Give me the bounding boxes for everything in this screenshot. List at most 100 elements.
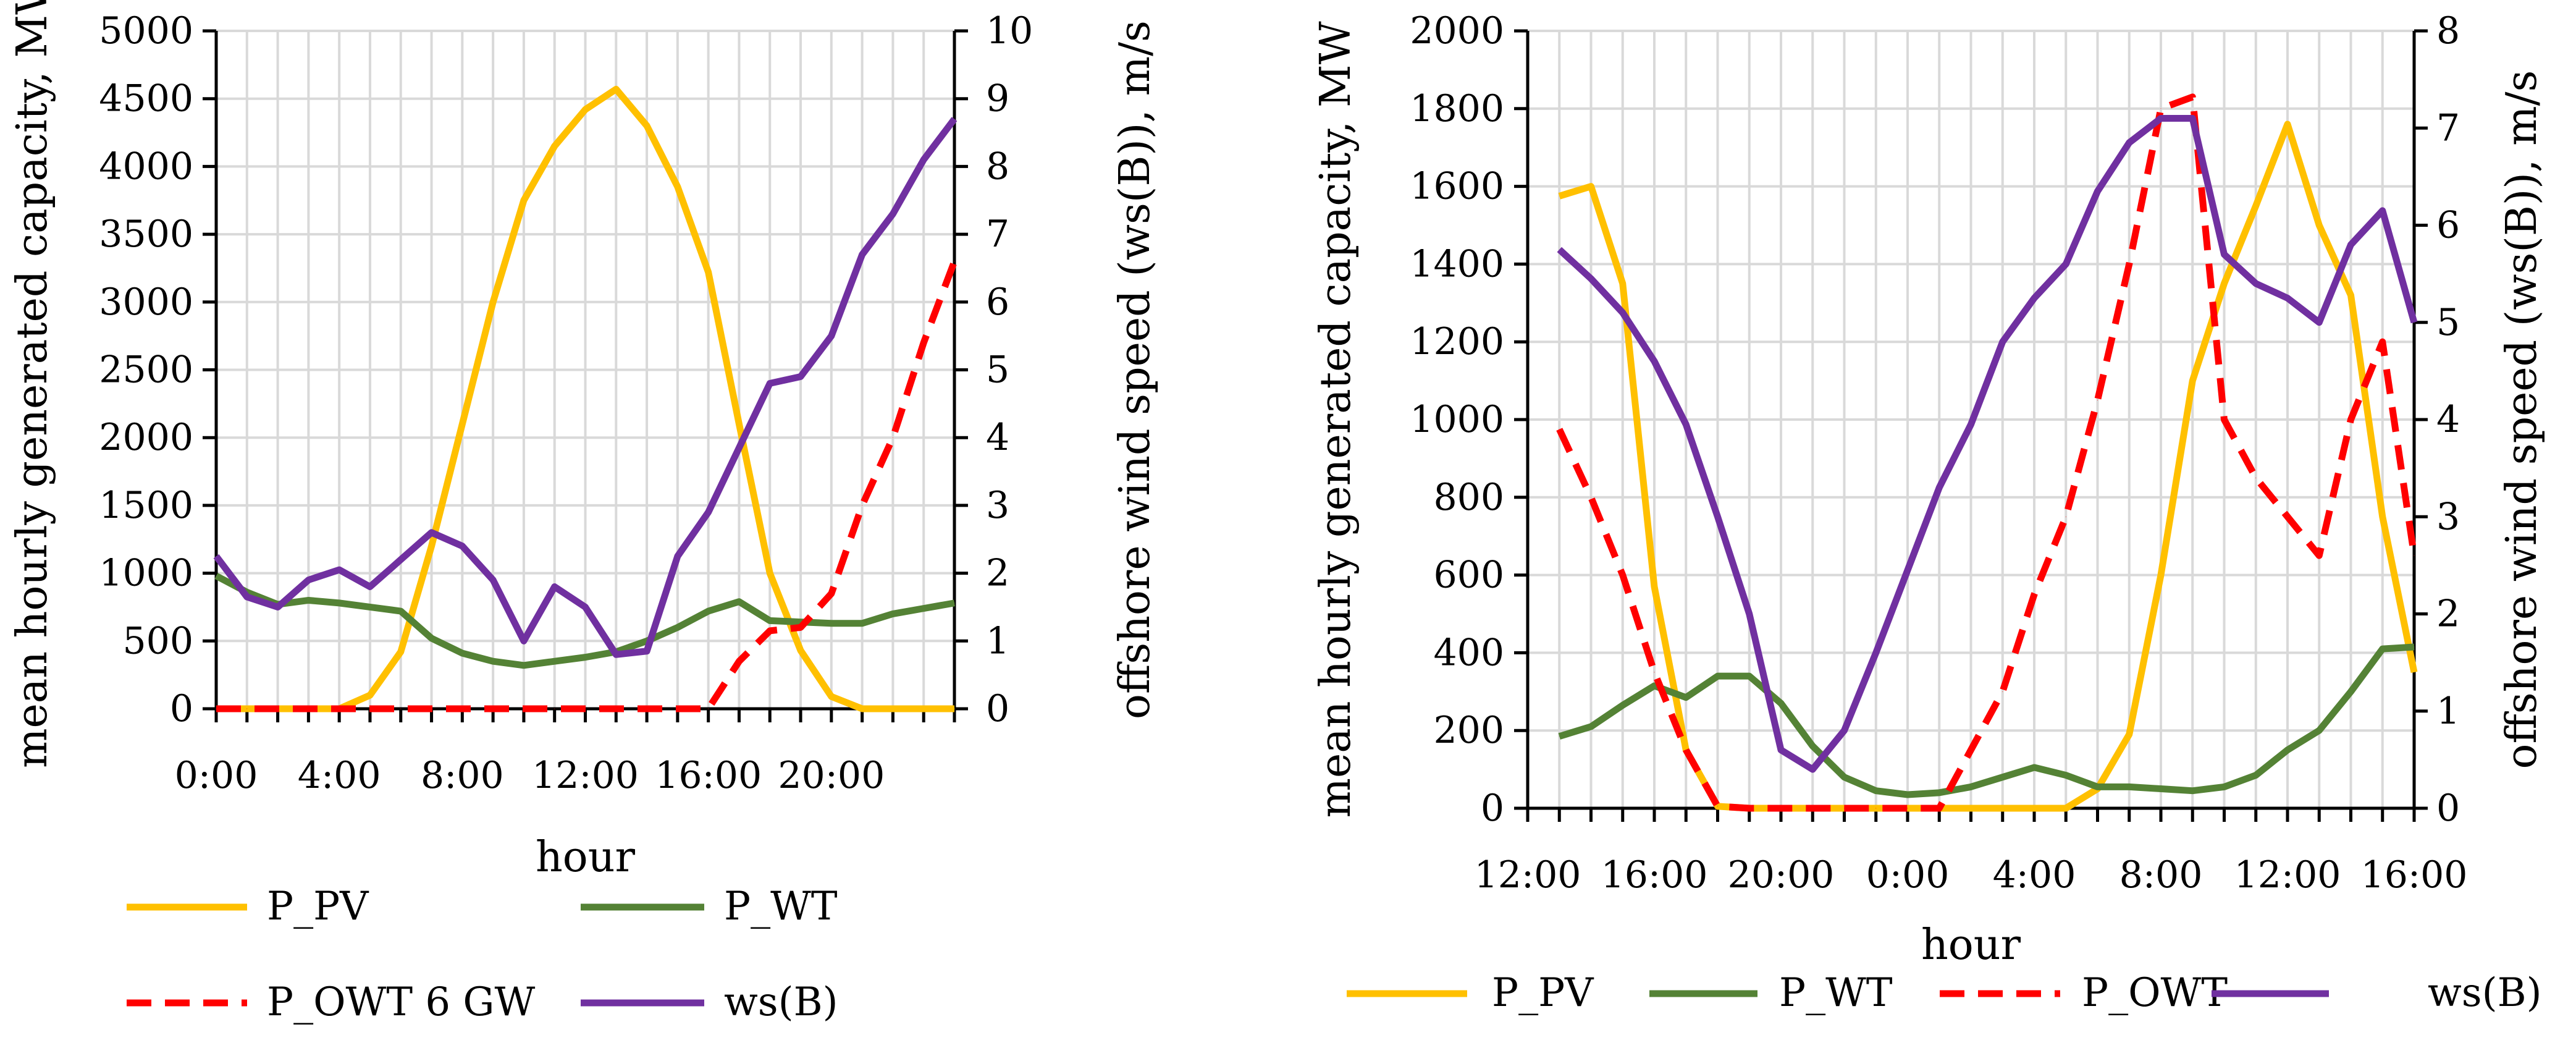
chart-left-y-tick-label: 5000 (99, 9, 193, 53)
chart-right-y-tick-label: 0 (1481, 787, 1504, 830)
chart-left-y-tick-label: 500 (122, 619, 193, 662)
chart-left-series-ws-b-point (216, 556, 217, 557)
chart-left-series-p-wt-point (461, 653, 463, 654)
chart-right-y-tick-label: 400 (1433, 631, 1504, 674)
chart-left-series-p-wt-point (339, 602, 340, 604)
chart-left-y-tick-label: 2500 (99, 349, 193, 392)
chart-left-y-tick-label: 2000 (99, 416, 193, 459)
chart-left-x-tick-label: 16:00 (655, 754, 762, 797)
chart-right-y-axis-title: mean hourly generated capacity, MW (1311, 21, 1360, 818)
chart-left-x-tick-label: 0:00 (175, 754, 258, 797)
chart-left-y-tick-label: 3500 (99, 213, 193, 256)
chart-left-series-p-wt-point (308, 599, 309, 601)
chart-right-series-p-owt-line (1556, 93, 2418, 812)
chart-right-y-tick-label: 1600 (1410, 165, 1504, 208)
chart-right-x-tick-label: 16:00 (1601, 853, 1708, 897)
chart-right-series-p-pv-point (2002, 808, 2003, 809)
chart-right-series-ws-b-point (2192, 118, 2193, 119)
chart-right-y2-tick-label: 4 (2436, 398, 2460, 441)
chart-left-series-ws-b-point (615, 654, 617, 655)
chart-right-series-p-owt-point (1812, 808, 1813, 809)
chart-right-series-ws-b-point (2255, 283, 2257, 284)
chart-right-legend-label: P_OWT (2082, 970, 2228, 1016)
chart-right-y-tick-label: 2000 (1410, 9, 1504, 53)
chart-left-x-tick-label: 4:00 (298, 754, 381, 797)
chart-left-series-p-pv-point (400, 651, 402, 653)
chart-left-x-tick-label: 20:00 (778, 754, 885, 797)
chart-right-y2-tick-label: 1 (2436, 690, 2460, 733)
chart-left-series-ws-b-point (369, 586, 371, 588)
chart-right-series-ws-b-point (2414, 322, 2415, 323)
chart-left-y-tick-label: 1500 (99, 484, 193, 527)
chart-right-y2-axis-title: offshore wind speed (ws(B)), m/s (2498, 70, 2546, 769)
chart-left-y-tick-label: 0 (170, 687, 193, 730)
chart-right-x-axis-title: hour (1921, 921, 2021, 970)
chart-left-series-p-pv-point (461, 423, 463, 425)
chart-left-x-tick-label: 12:00 (532, 754, 639, 797)
chart-left-series-p-wt-point (554, 661, 555, 662)
chart-right-x-tick-label: 20:00 (1728, 853, 1835, 897)
chart-left-x-axis-title: hour (536, 833, 636, 882)
chart-left-y-tick-label: 4000 (99, 145, 193, 188)
chart-left-y2-tick-label: 4 (986, 416, 1009, 459)
chart-left-legend-label: P_WT (724, 884, 838, 929)
chart-right-y-tick-label: 1800 (1410, 87, 1504, 130)
chart-left-series-p-pv-point (708, 272, 709, 273)
chart-left-x-tick-label: 8:00 (421, 754, 504, 797)
chart-right-series-ws-b-point (2318, 322, 2320, 323)
chart-right-series-p-owt-point (2192, 96, 2193, 98)
chart-left-series-p-wt-point (954, 602, 955, 604)
chart-left-legend-label: ws(B) (724, 979, 838, 1025)
chart-left-y2-tick-label: 8 (986, 145, 1009, 188)
chart-right-series-p-wt-line (1558, 643, 2415, 798)
chart-right-series-p-wt-point (1717, 675, 1718, 677)
chart-right-series-ws-b-point (2382, 210, 2383, 211)
chart-right-series-p-pv-point (2224, 283, 2225, 284)
chart-right-series-ws-b-point (2224, 254, 2225, 255)
chart-right-x-tick-label: 4:00 (1993, 853, 2076, 897)
chart-right-series-p-wt-point (1622, 704, 1623, 706)
chart-right-y2-tick-label: 7 (2436, 106, 2460, 150)
chart-right-y-tick-label: 200 (1433, 709, 1504, 752)
chart-right-series-p-owt-point (1780, 808, 1782, 809)
chart-right-legend-label: ws(B) (2428, 970, 2542, 1016)
chart-right-series-p-owt-point (1875, 808, 1877, 809)
chart-right-y-tick-label: 1200 (1410, 320, 1504, 363)
chart-right-series-p-owt-point (1844, 808, 1845, 809)
chart-left-series-p-pv-point (523, 200, 524, 201)
chart-right-series-p-pv-point (2318, 225, 2320, 226)
chart-left-legend-label: P_OWT 6 GW (267, 979, 536, 1025)
chart-right-series-p-wt-point (1938, 792, 1940, 793)
chart-left-legend-label: P_PV (267, 884, 369, 929)
chart-right-x-tick-label: 12:00 (1475, 853, 1581, 897)
chart-left-y2-tick-label: 5 (986, 349, 1009, 392)
chart-right-series-p-owt-point (1938, 808, 1940, 809)
chart-left-y2-tick-label: 10 (986, 9, 1033, 53)
chart-right-y2-tick-label: 5 (2436, 301, 2460, 344)
chart-right-x-tick-label: 16:00 (2361, 853, 2468, 897)
chart-left-y2-tick-label: 6 (986, 281, 1009, 324)
chart-right-series-ws-b-point (1844, 730, 1845, 731)
chart-left-series-p-pv-point (615, 88, 617, 90)
chart-right-y-tick-label: 800 (1433, 476, 1504, 519)
chart-right-series-p-wt-point (2414, 646, 2415, 648)
chart-left-series-p-pv-point (369, 695, 371, 696)
chart-right-series-p-owt-point (2034, 594, 2035, 595)
chart-left-y2-tick-label: 9 (986, 77, 1009, 120)
chart-left-y2-axis-title: offshore wind speed (ws(B)), m/s (1111, 20, 1160, 719)
chart-left-series-p-wt-point (216, 575, 217, 577)
chart-left-y-axis-title: mean hourly generated capacity, MW (8, 0, 57, 768)
chart-right-series-p-wt-point (1654, 685, 1655, 687)
chart-left-series-ws-b-point (554, 586, 555, 588)
chart-left-series-p-wt-point (708, 611, 709, 612)
chart-left-series-p-pv-point (585, 109, 586, 110)
chart-left-series-p-wt-point (400, 611, 402, 612)
chart-right-y2-tick-label: 0 (2436, 787, 2460, 830)
chart-left-y-tick-label: 1000 (99, 552, 193, 595)
chart-right-y2-tick-label: 2 (2436, 593, 2460, 636)
chart-left-series-p-wt-point (523, 665, 524, 666)
chart-right-series-p-owt-point (2002, 691, 2003, 692)
chart-right-series-p-wt-point (1559, 736, 1560, 737)
chart-left-y2-tick-label: 7 (986, 213, 1009, 256)
